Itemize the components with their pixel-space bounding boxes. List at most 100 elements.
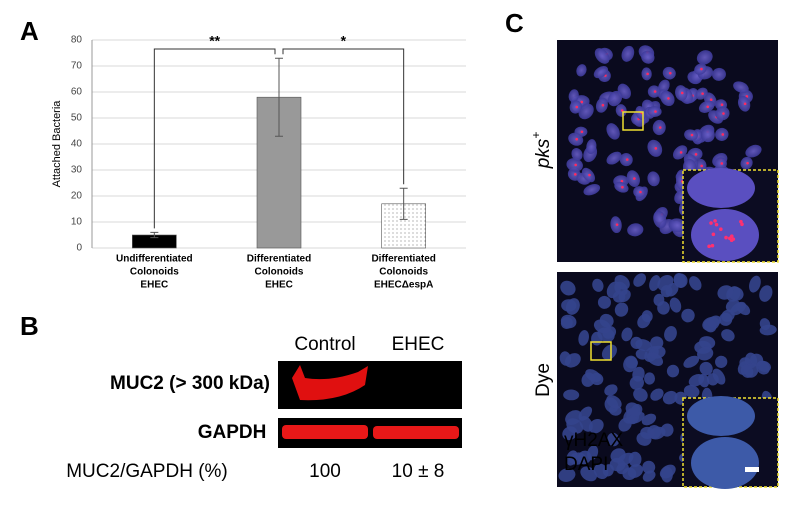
y-tick-label: 70 <box>71 61 83 72</box>
y-tick-label: 0 <box>76 243 82 254</box>
cell <box>689 276 702 291</box>
cell <box>650 388 664 401</box>
cell <box>697 346 714 361</box>
focus <box>646 72 649 76</box>
focus <box>621 185 624 189</box>
cell <box>668 218 686 233</box>
focus <box>700 164 703 168</box>
y-tick-label: 10 <box>71 217 83 228</box>
cell <box>564 353 581 368</box>
cell <box>649 426 666 440</box>
cell <box>606 123 620 140</box>
panel-label: A <box>20 16 39 46</box>
focus <box>721 133 725 136</box>
cell <box>733 81 749 94</box>
focus <box>625 158 629 161</box>
cell <box>641 50 655 64</box>
cell <box>702 316 720 331</box>
cell <box>636 432 652 446</box>
y-axis-label: Attached Bacteria <box>51 100 63 188</box>
cell <box>604 384 618 396</box>
cell <box>699 361 713 376</box>
focus <box>690 133 694 137</box>
focus <box>709 98 713 102</box>
cell <box>750 353 764 367</box>
cell <box>646 352 664 366</box>
cell <box>642 470 656 482</box>
cell <box>641 413 657 426</box>
cell <box>657 301 670 315</box>
significance-bracket <box>153 48 276 229</box>
cell <box>588 419 604 434</box>
focus <box>654 110 657 113</box>
focus <box>743 102 747 106</box>
focus <box>620 179 624 183</box>
cell <box>571 148 583 161</box>
cell <box>740 364 754 378</box>
cell <box>673 273 688 288</box>
inset-cell <box>687 168 755 208</box>
cell <box>635 339 652 352</box>
cell <box>560 280 576 296</box>
cell <box>642 460 656 474</box>
cell <box>621 45 635 62</box>
cell <box>745 144 762 158</box>
focus <box>574 163 577 167</box>
x-tick-label: Colonoids <box>255 267 304 278</box>
row-label: pks+ <box>529 132 554 170</box>
cell <box>578 330 589 346</box>
x-tick-label: EHEC <box>265 280 293 291</box>
cell <box>715 355 728 368</box>
cell <box>628 451 642 467</box>
cell <box>606 151 622 165</box>
column-label: Control <box>294 334 355 355</box>
focus <box>709 221 713 225</box>
cell <box>601 344 617 360</box>
cell <box>725 299 741 313</box>
error-bar <box>150 231 159 239</box>
cell <box>568 89 579 103</box>
legend-label: γH2AX <box>564 430 623 451</box>
cell <box>560 314 577 329</box>
y-tick-label: 20 <box>71 191 83 202</box>
cell <box>558 468 576 482</box>
focus <box>575 137 579 141</box>
cell <box>614 302 629 317</box>
cell <box>621 327 633 342</box>
cell <box>629 375 644 390</box>
cell <box>566 418 584 434</box>
cell <box>609 457 626 472</box>
cell <box>700 127 715 143</box>
cell <box>614 281 628 296</box>
focus <box>615 223 619 226</box>
significance-label: ** <box>209 33 220 49</box>
focus <box>740 222 744 227</box>
row-label: Dye <box>533 363 554 397</box>
cell <box>593 66 609 79</box>
significance-bracket <box>282 48 405 185</box>
cell <box>597 295 611 309</box>
focus <box>588 173 591 177</box>
cell <box>630 404 643 417</box>
roi-box <box>590 341 612 361</box>
cell <box>683 385 700 398</box>
cell <box>625 356 638 369</box>
cell <box>660 285 673 298</box>
cell <box>607 432 620 447</box>
cell <box>666 364 680 378</box>
cell <box>681 308 695 323</box>
focus <box>746 161 749 165</box>
focus <box>706 105 710 109</box>
focus <box>711 232 716 237</box>
cell <box>618 417 632 432</box>
ratio-label: MUC2/GAPDH (%) <box>66 461 228 482</box>
focus <box>667 97 670 100</box>
cell <box>580 466 597 482</box>
y-tick-label: 50 <box>71 113 83 124</box>
x-tick-label: Colonoids <box>379 267 428 278</box>
cell <box>647 171 660 187</box>
error-bar <box>399 187 408 220</box>
x-tick-label: Undifferentiated <box>116 254 193 265</box>
x-tick-label: EHECΔespA <box>374 280 433 291</box>
